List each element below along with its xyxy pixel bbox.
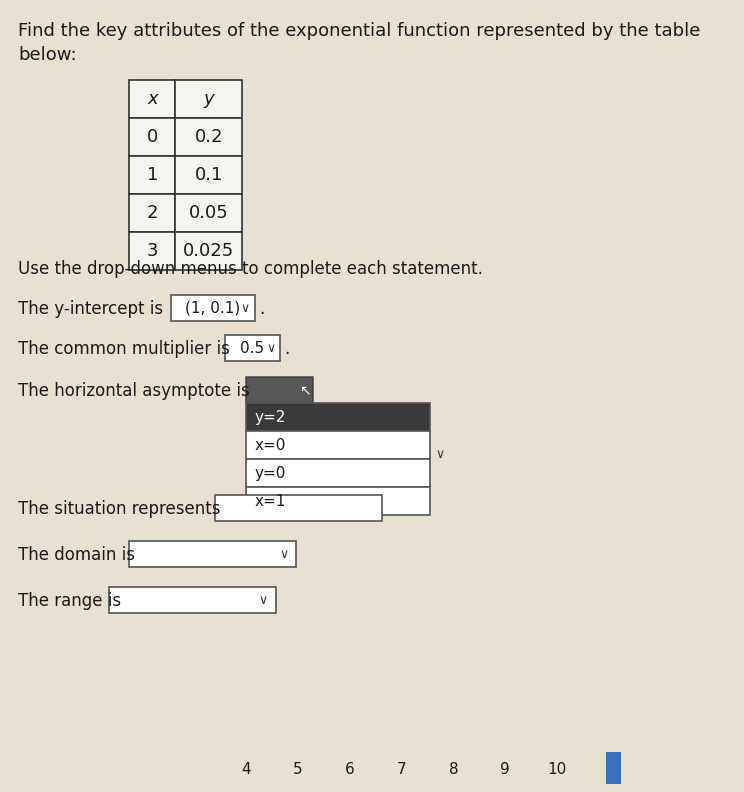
Text: 0.025: 0.025 — [183, 242, 234, 260]
FancyBboxPatch shape — [171, 295, 254, 321]
Text: x=1: x=1 — [254, 493, 286, 508]
FancyBboxPatch shape — [246, 403, 430, 431]
FancyBboxPatch shape — [129, 232, 176, 270]
Text: 0.05: 0.05 — [189, 204, 228, 222]
Text: 0.2: 0.2 — [194, 128, 223, 146]
Text: 10: 10 — [548, 763, 566, 778]
FancyBboxPatch shape — [129, 156, 176, 194]
FancyBboxPatch shape — [216, 495, 382, 521]
Text: The domain is: The domain is — [19, 546, 135, 564]
Text: 3: 3 — [147, 242, 158, 260]
FancyBboxPatch shape — [225, 335, 280, 361]
Text: y=2: y=2 — [254, 409, 286, 425]
Text: 5: 5 — [293, 763, 303, 778]
Text: The y-intercept is: The y-intercept is — [19, 300, 164, 318]
FancyBboxPatch shape — [176, 80, 242, 118]
Text: ∨: ∨ — [240, 302, 249, 314]
Text: .: . — [259, 300, 264, 318]
Text: y=0: y=0 — [254, 466, 286, 481]
FancyBboxPatch shape — [176, 194, 242, 232]
FancyBboxPatch shape — [246, 459, 430, 487]
Text: The situation represents: The situation represents — [19, 500, 221, 518]
Text: The range is: The range is — [19, 592, 121, 610]
Text: 1: 1 — [147, 166, 158, 184]
FancyBboxPatch shape — [129, 118, 176, 156]
FancyBboxPatch shape — [129, 80, 176, 118]
FancyBboxPatch shape — [246, 377, 313, 403]
Text: 4: 4 — [242, 763, 251, 778]
Text: 0: 0 — [147, 128, 158, 146]
Text: 6: 6 — [345, 763, 355, 778]
Text: 9: 9 — [500, 763, 510, 778]
Text: below:: below: — [19, 46, 77, 64]
Text: 0.5: 0.5 — [240, 341, 264, 356]
FancyBboxPatch shape — [246, 377, 313, 403]
Text: Find the key attributes of the exponential function represented by the table: Find the key attributes of the exponenti… — [19, 22, 701, 40]
FancyBboxPatch shape — [606, 752, 621, 784]
Text: ∨: ∨ — [435, 447, 445, 460]
FancyBboxPatch shape — [109, 587, 275, 613]
Text: x: x — [147, 90, 158, 108]
FancyBboxPatch shape — [246, 487, 430, 515]
Text: .: . — [284, 340, 289, 358]
Text: Use the drop-down menus to complete each statement.: Use the drop-down menus to complete each… — [19, 260, 484, 278]
Text: 0.1: 0.1 — [194, 166, 223, 184]
Text: 8: 8 — [449, 763, 458, 778]
Text: 7: 7 — [397, 763, 406, 778]
Text: ∨: ∨ — [279, 547, 289, 561]
FancyBboxPatch shape — [176, 118, 242, 156]
FancyBboxPatch shape — [176, 232, 242, 270]
Text: 2: 2 — [147, 204, 158, 222]
FancyBboxPatch shape — [246, 431, 430, 459]
Text: The common multiplier is: The common multiplier is — [19, 340, 230, 358]
Text: ↖: ↖ — [299, 383, 310, 397]
Text: ∨: ∨ — [267, 341, 276, 355]
Text: x=0: x=0 — [254, 437, 286, 452]
Text: The horizontal asymptote is: The horizontal asymptote is — [19, 382, 250, 400]
Text: y: y — [203, 90, 214, 108]
Text: ∨: ∨ — [258, 593, 268, 607]
FancyBboxPatch shape — [129, 541, 296, 567]
FancyBboxPatch shape — [129, 194, 176, 232]
Text: (1, 0.1): (1, 0.1) — [185, 300, 240, 315]
FancyBboxPatch shape — [176, 156, 242, 194]
